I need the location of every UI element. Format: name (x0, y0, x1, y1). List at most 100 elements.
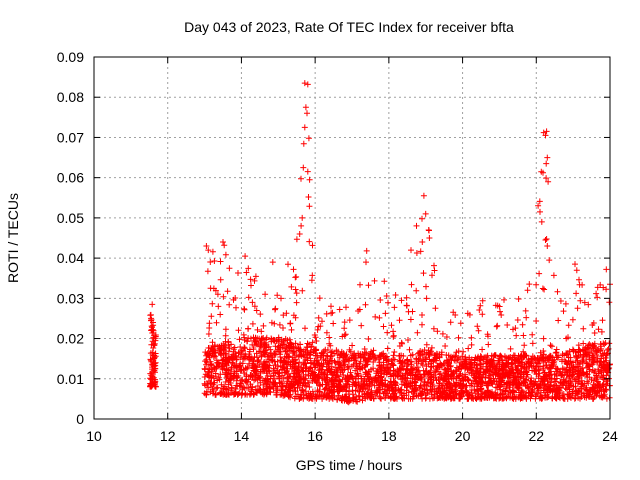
data-point (296, 359, 303, 366)
data-point (251, 303, 258, 310)
data-point (304, 168, 311, 175)
data-point (234, 374, 241, 381)
data-point (342, 354, 349, 361)
data-point (149, 376, 156, 383)
x-tick-label: 24 (602, 428, 618, 444)
data-point (251, 277, 258, 284)
data-point (417, 392, 424, 399)
data-point (271, 320, 278, 327)
data-point (483, 382, 490, 389)
data-point (270, 370, 277, 377)
data-point (580, 347, 586, 354)
data-point (562, 385, 569, 392)
data-point (299, 214, 306, 221)
data-point (299, 287, 306, 294)
data-point (292, 274, 299, 281)
data-point (523, 314, 530, 321)
data-point (365, 336, 372, 342)
data-point (383, 293, 390, 299)
data-point (304, 340, 311, 347)
data-point (247, 372, 254, 379)
data-point (276, 373, 283, 380)
data-point (269, 379, 276, 386)
data-point (305, 135, 312, 142)
data-point (443, 387, 450, 394)
data-point (315, 375, 322, 382)
data-point (476, 307, 483, 313)
data-point (151, 342, 158, 349)
data-point (304, 110, 310, 117)
y-tick-label: 0.04 (57, 250, 84, 266)
data-point (505, 378, 512, 385)
data-point (573, 267, 580, 274)
data-point (419, 239, 426, 245)
data-point (280, 325, 286, 331)
data-point (339, 369, 346, 376)
data-point (388, 322, 395, 329)
data-point (413, 287, 420, 294)
data-point (204, 268, 211, 275)
data-point (553, 346, 560, 353)
data-point (521, 342, 528, 349)
data-point (537, 381, 544, 388)
x-tick-label: 22 (528, 428, 544, 444)
data-point (209, 300, 216, 307)
data-point (539, 285, 546, 292)
data-point (387, 393, 394, 400)
data-point (361, 349, 368, 356)
y-axis-label: ROTI / TECUs (5, 193, 21, 283)
data-point (468, 380, 475, 387)
data-point (425, 227, 432, 233)
data-point (319, 318, 325, 325)
data-point (364, 361, 371, 368)
data-point (330, 320, 337, 327)
data-point (452, 312, 459, 318)
data-point (289, 344, 296, 351)
data-point (540, 363, 547, 370)
data-point (306, 203, 313, 210)
data-point (152, 359, 159, 366)
data-point (484, 395, 491, 401)
data-point (405, 361, 412, 367)
data-point (223, 374, 230, 381)
data-point (220, 239, 226, 245)
data-point (416, 384, 423, 391)
data-point (428, 364, 435, 371)
data-point (252, 273, 259, 280)
data-point (417, 348, 424, 354)
data-point (593, 290, 600, 297)
data-point (292, 286, 299, 293)
y-tick-label: 0.09 (57, 49, 84, 65)
data-point (232, 390, 239, 397)
data-point (383, 392, 390, 399)
data-point (373, 378, 380, 385)
data-point (222, 332, 229, 339)
data-point (334, 351, 341, 358)
data-point (535, 373, 542, 380)
data-point (398, 386, 405, 393)
data-point (238, 377, 245, 384)
data-point (472, 390, 479, 397)
data-point (366, 376, 373, 383)
data-point (279, 382, 286, 389)
data-point (408, 366, 414, 373)
data-point (249, 320, 256, 327)
data-point (401, 395, 408, 402)
data-point (513, 383, 520, 390)
data-point (383, 357, 390, 363)
data-point (381, 366, 388, 373)
data-point (256, 375, 263, 382)
data-point (514, 370, 521, 377)
data-point (417, 248, 424, 255)
data-point (339, 386, 346, 393)
data-point (279, 367, 285, 374)
data-point (243, 365, 250, 372)
data-point (603, 357, 610, 364)
data-point (305, 194, 312, 200)
data-point (276, 321, 283, 328)
data-point (415, 367, 422, 374)
data-point (468, 356, 475, 363)
data-point (447, 319, 454, 326)
data-point (396, 343, 403, 349)
data-point (496, 395, 503, 402)
